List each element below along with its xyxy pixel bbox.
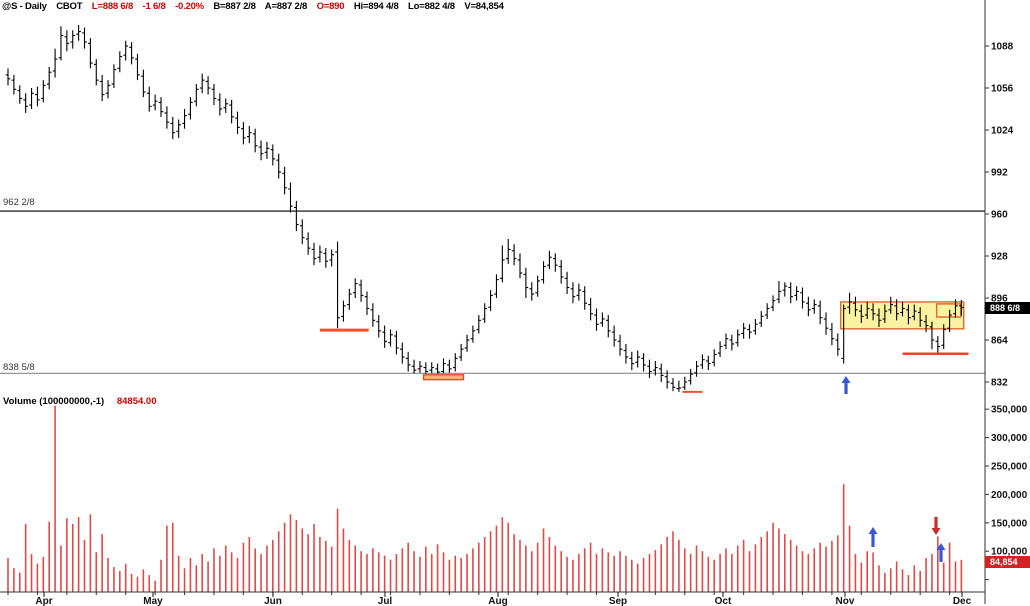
volume-tick-label: 100,000 xyxy=(991,547,1028,558)
resistance-level-label: 962 2/8 xyxy=(3,197,35,208)
volume-tick-label: 350,000 xyxy=(991,405,1028,416)
price-tick-label: 1024 xyxy=(991,126,1014,137)
breakout-box xyxy=(935,303,962,318)
month-label: Nov xyxy=(836,596,855,606)
last-price: L=888 6/8 xyxy=(91,1,134,12)
support-level-label: 838 5/8 xyxy=(3,362,35,373)
low-value: Lo=882 4/8 xyxy=(408,1,455,12)
symbol-label: @S - Daily xyxy=(2,1,47,12)
month-label: May xyxy=(143,596,163,606)
month-label: Dec xyxy=(953,596,972,606)
ask-value: A=887 2/8 xyxy=(264,1,308,12)
volume-tick-label: 200,000 xyxy=(991,490,1028,501)
month-label: Jul xyxy=(378,596,393,606)
month-label: Apr xyxy=(35,596,52,606)
price-tick-label: 1056 xyxy=(991,84,1014,95)
price-bars-layer xyxy=(5,25,964,392)
month-label: Aug xyxy=(488,596,507,606)
price-tick-label: 992 xyxy=(991,168,1008,179)
high-value: Hi=894 4/8 xyxy=(353,1,399,12)
exchange-label: CBOT xyxy=(56,1,83,12)
last-price-axis-tag: 888 6/8 xyxy=(984,302,1030,314)
percent-change: -0.20% xyxy=(175,1,204,12)
price-tick-label: 864 xyxy=(991,336,1008,347)
volume-down-arrow xyxy=(931,517,941,535)
price-axis: 832 864 896 928 960 992 1024 1056 1088 xyxy=(985,42,1014,389)
volume-tick-label: 300,000 xyxy=(991,433,1028,444)
month-label: Sep xyxy=(609,596,627,606)
month-label: Jun xyxy=(264,596,282,606)
price-tick-label: 832 xyxy=(991,378,1008,389)
net-change: -1 6/8 xyxy=(142,1,166,12)
price-tick-label: 960 xyxy=(991,210,1008,221)
volume-axis: 100,000 150,000 200,000 250,000 300,000 350,0… xyxy=(985,405,1028,581)
volume-up-arrow-1 xyxy=(868,527,878,547)
volume-bars-layer xyxy=(7,405,963,592)
price-up-arrow xyxy=(841,376,851,394)
month-label: Oct xyxy=(715,596,732,606)
open-value: O=890 xyxy=(316,1,345,12)
bid-value: B=887 2/8 xyxy=(213,1,256,12)
quote-header: @S - Daily CBOT L=888 6/8 -1 6/8 -0.20% … xyxy=(2,1,511,12)
volume-study-name: Volume (100000000,-1) xyxy=(3,396,105,407)
time-axis: Apr May Jun Jul Aug Sep Oct Nov Dec xyxy=(7,592,972,606)
price-tick-label: 1088 xyxy=(991,42,1014,53)
price-tick-label: 896 xyxy=(991,294,1008,305)
volume-study-label: Volume (100000000,-1) 84854.00 xyxy=(3,396,156,407)
volume-tick-label: 250,000 xyxy=(991,462,1028,473)
july-low-box xyxy=(422,374,465,381)
volume-up-arrow-2 xyxy=(936,543,946,562)
last-volume-axis-tag: 84,854 xyxy=(984,556,1030,568)
price-tick-label: 928 xyxy=(991,252,1008,263)
volume-tick-label: 150,000 xyxy=(991,518,1028,529)
volume-value: V=84,854 xyxy=(464,1,504,12)
volume-study-value: 84854.00 xyxy=(116,396,157,407)
